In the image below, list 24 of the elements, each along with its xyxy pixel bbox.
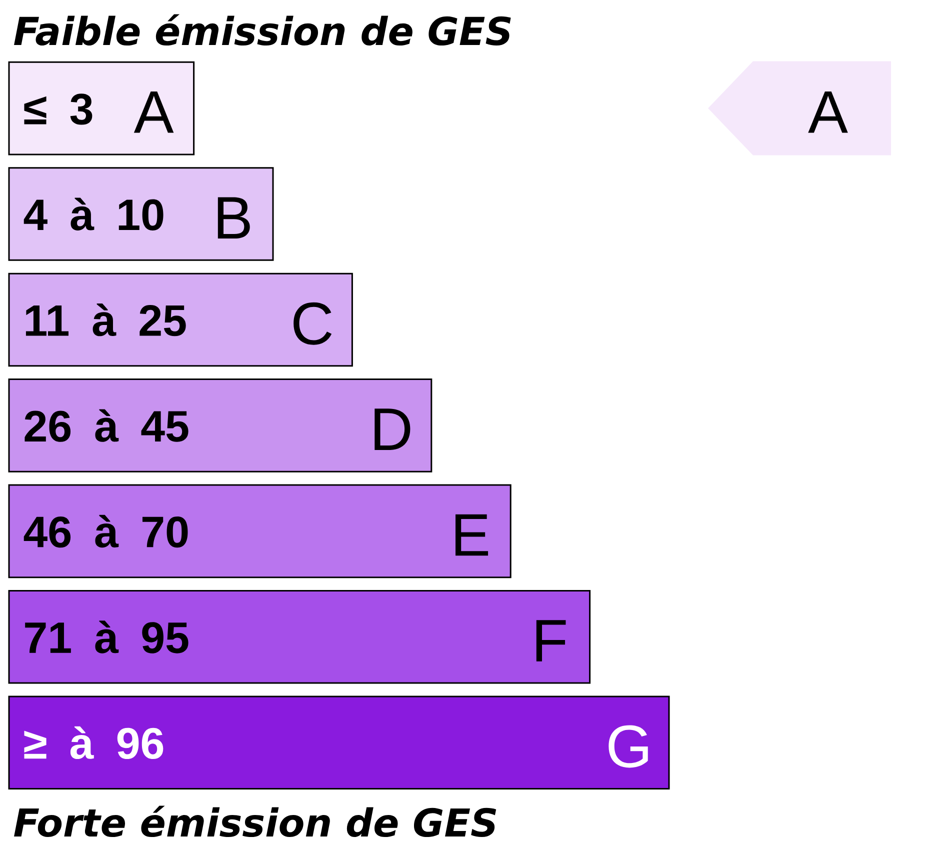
bar <box>8 272 353 367</box>
annotation: B <box>218 197 250 239</box>
y-tick-label: 11 à 25 <box>26 303 186 336</box>
annotation: C <box>294 302 332 345</box>
annotation: A <box>134 92 174 133</box>
bar <box>8 590 591 684</box>
text: A <box>808 92 848 133</box>
text: Forte émission de GES <box>14 806 496 838</box>
y-tick-label: 26 à 45 <box>24 409 188 442</box>
annotation: F <box>536 620 566 662</box>
annotation: D <box>374 408 410 450</box>
annotation: E <box>456 514 488 556</box>
annotation: G <box>608 725 648 768</box>
bar <box>8 696 670 790</box>
chart-title: Faible émission de GES <box>14 14 511 46</box>
bar <box>8 484 512 578</box>
y-tick-label: 4 à 10 <box>24 198 164 230</box>
y-tick-label: ≤ 3 <box>24 94 92 125</box>
bar <box>8 167 274 261</box>
y-tick-label: ≥ à 96 <box>24 726 164 760</box>
y-tick-label: 46 à 70 <box>24 514 188 548</box>
bar <box>8 378 432 472</box>
bar <box>8 61 195 156</box>
y-tick-label: 71 à 95 <box>25 620 188 654</box>
